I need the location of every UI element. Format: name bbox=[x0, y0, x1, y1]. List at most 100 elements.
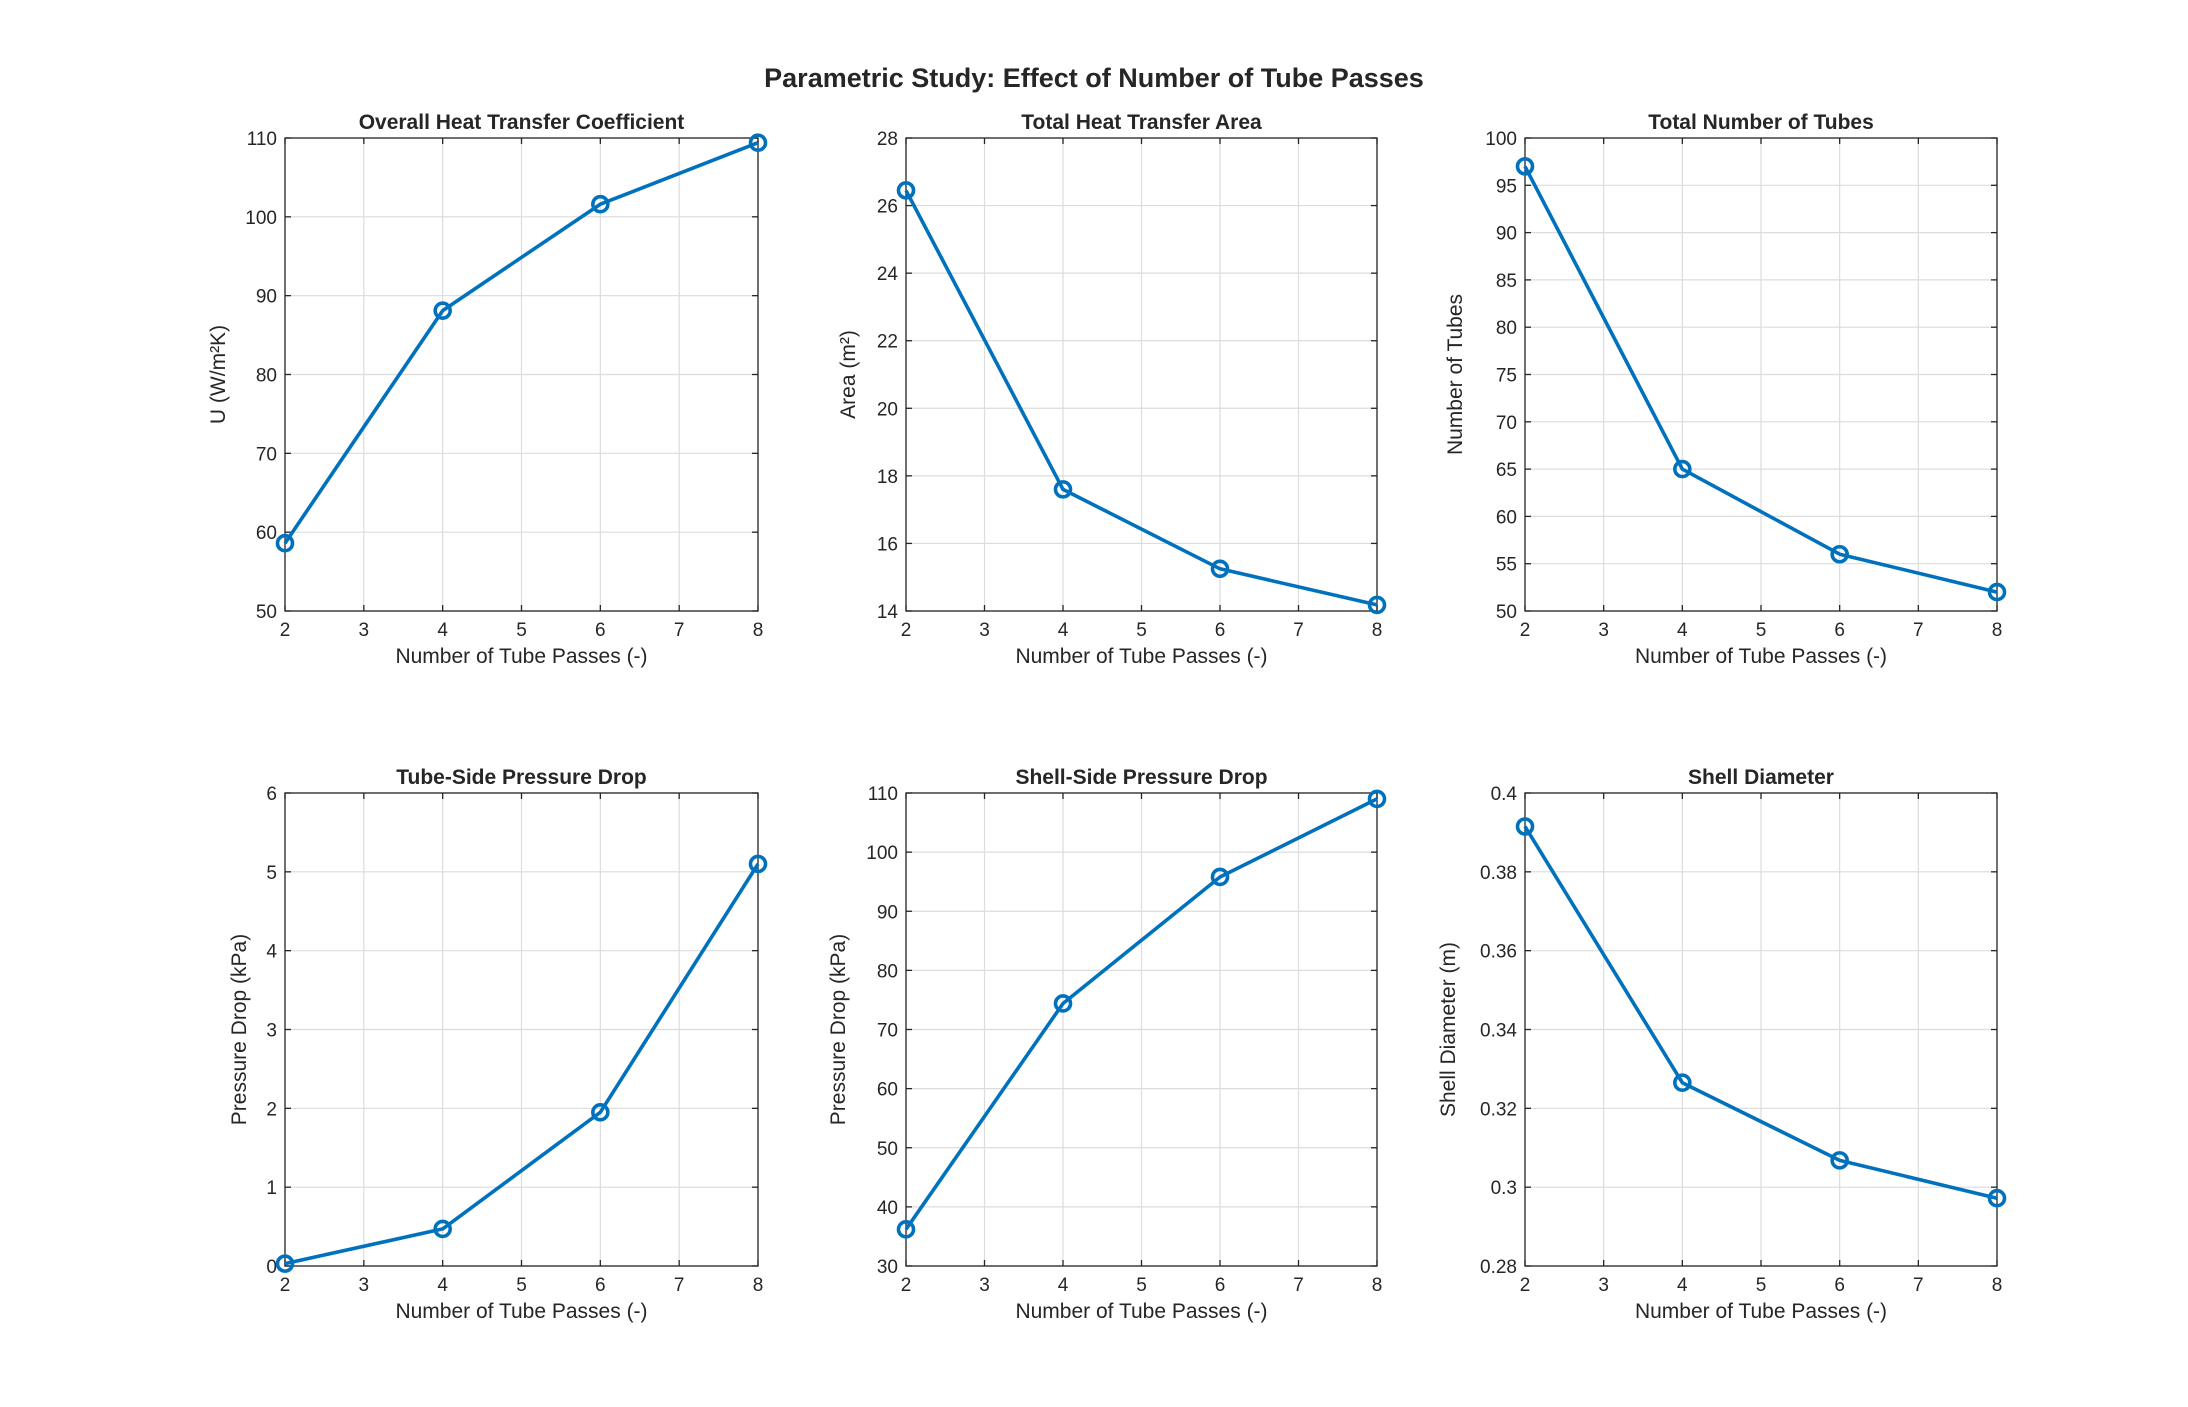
y-tick-label: 80 bbox=[1496, 318, 1517, 339]
y-tick-label: 20 bbox=[877, 399, 898, 420]
y-tick-label: 80 bbox=[877, 961, 898, 982]
subplot-5: Shell-Side Pressure Drop Number of Tube … bbox=[827, 766, 1387, 1323]
series-line bbox=[283, 141, 759, 545]
subplot-title: Tube-Side Pressure Drop bbox=[396, 766, 647, 789]
y-tick-label: 0.34 bbox=[1480, 1021, 1517, 1042]
y-tick-label: 2 bbox=[266, 1099, 277, 1120]
x-tick-label: 4 bbox=[1058, 1275, 1069, 1296]
y-tick-label: 90 bbox=[256, 287, 277, 308]
x-axis-label: Number of Tube Passes (-) bbox=[395, 645, 647, 668]
data-point-marker bbox=[1515, 157, 1535, 176]
x-tick-label: 6 bbox=[1215, 1275, 1226, 1296]
series-line bbox=[904, 189, 1378, 607]
x-tick-label: 7 bbox=[1293, 1275, 1304, 1296]
x-tick-label: 5 bbox=[1136, 620, 1147, 641]
y-tick-label: 100 bbox=[1485, 129, 1517, 150]
grid-lines bbox=[1524, 792, 1998, 1267]
y-tick-label: 16 bbox=[877, 534, 898, 555]
x-tick-label: 6 bbox=[1834, 1275, 1845, 1296]
data-point-marker bbox=[1673, 1073, 1692, 1093]
axes-frame bbox=[1524, 137, 1998, 612]
x-tick-label: 2 bbox=[1520, 620, 1531, 641]
x-tick-label: 6 bbox=[595, 620, 606, 641]
y-tick-label: 60 bbox=[1496, 507, 1517, 528]
x-tick-label: 2 bbox=[901, 1275, 912, 1296]
y-tick-label: 90 bbox=[877, 902, 898, 923]
y-tick-label: 90 bbox=[1496, 224, 1517, 245]
grid-lines bbox=[284, 137, 759, 612]
y-tick-label: 0 bbox=[266, 1257, 277, 1278]
data-point-marker bbox=[433, 301, 452, 320]
x-tick-label: 2 bbox=[280, 1275, 291, 1296]
figure-title: Parametric Study: Effect of Number of Tu… bbox=[764, 63, 1424, 93]
x-tick-label: 8 bbox=[753, 620, 764, 641]
y-tick-label: 30 bbox=[877, 1257, 898, 1278]
subplot-3: Total Number of Tubes Number of Tube Pas… bbox=[1444, 111, 2007, 668]
data-point-marker bbox=[1210, 867, 1230, 887]
y-tick-label: 70 bbox=[1496, 413, 1517, 434]
y-tick-label: 100 bbox=[245, 208, 277, 229]
y-tick-label: 100 bbox=[866, 843, 898, 864]
x-tick-label: 8 bbox=[1992, 1275, 2003, 1296]
y-tick-label: 0.36 bbox=[1480, 942, 1517, 963]
x-tick-label: 3 bbox=[979, 620, 990, 641]
x-tick-label: 5 bbox=[1756, 1275, 1767, 1296]
x-tick-label: 3 bbox=[1598, 1275, 1609, 1296]
y-axis-label: Pressure Drop (kPa) bbox=[228, 934, 251, 1125]
subplot-6: Shell Diameter Number of Tube Passes (-)… bbox=[1437, 766, 2007, 1323]
x-tick-label: 8 bbox=[753, 1275, 764, 1296]
y-tick-label: 60 bbox=[877, 1080, 898, 1101]
x-tick-label: 5 bbox=[516, 1275, 527, 1296]
y-tick-label: 0.4 bbox=[1491, 784, 1518, 805]
y-tick-label: 85 bbox=[1496, 271, 1517, 292]
y-tick-label: 65 bbox=[1496, 460, 1517, 481]
axes-frame bbox=[1524, 792, 1998, 1267]
x-tick-label: 4 bbox=[1058, 620, 1069, 641]
series-line bbox=[904, 797, 1378, 1231]
y-tick-label: 0.38 bbox=[1480, 863, 1517, 884]
data-point-marker bbox=[896, 1220, 916, 1239]
x-tick-label: 4 bbox=[1677, 620, 1688, 641]
grid-lines bbox=[284, 792, 759, 1267]
x-axis-label: Number of Tube Passes (-) bbox=[1015, 645, 1267, 668]
x-tick-label: 4 bbox=[437, 620, 448, 641]
y-tick-label: 28 bbox=[877, 129, 898, 150]
y-tick-label: 95 bbox=[1496, 176, 1517, 197]
grid-lines bbox=[1524, 137, 1998, 612]
data-point-marker bbox=[1053, 480, 1073, 499]
x-tick-label: 7 bbox=[674, 1275, 685, 1296]
subplot-title: Total Number of Tubes bbox=[1648, 111, 1874, 134]
y-tick-label: 40 bbox=[877, 1198, 898, 1219]
x-tick-label: 3 bbox=[359, 1275, 370, 1296]
x-tick-label: 4 bbox=[1677, 1275, 1688, 1296]
axes-frame bbox=[905, 137, 1378, 612]
x-axis-label: Number of Tube Passes (-) bbox=[1635, 645, 1887, 668]
y-tick-label: 18 bbox=[877, 467, 898, 488]
x-tick-label: 7 bbox=[1293, 620, 1304, 641]
data-point-marker bbox=[591, 1102, 610, 1122]
series-line bbox=[1523, 165, 1998, 594]
y-tick-label: 5 bbox=[266, 863, 277, 884]
y-axis-label: Shell Diameter (m) bbox=[1437, 942, 1460, 1117]
y-tick-label: 14 bbox=[877, 602, 899, 623]
y-tick-label: 50 bbox=[877, 1139, 898, 1160]
x-tick-label: 5 bbox=[1756, 620, 1767, 641]
subplot-1: Overall Heat Transfer Coefficient Number… bbox=[207, 111, 768, 668]
y-tick-label: 24 bbox=[877, 264, 899, 285]
y-axis-label: Area (m²) bbox=[837, 330, 860, 419]
x-tick-label: 4 bbox=[437, 1275, 448, 1296]
subplot-2: Total Heat Transfer Area Number of Tube … bbox=[837, 111, 1387, 668]
x-tick-label: 5 bbox=[1136, 1275, 1147, 1296]
x-axis-label: Number of Tube Passes (-) bbox=[395, 1300, 647, 1323]
x-tick-label: 3 bbox=[1598, 620, 1609, 641]
data-point-marker bbox=[1830, 544, 1849, 564]
y-tick-label: 70 bbox=[877, 1021, 898, 1042]
data-point-marker bbox=[1367, 595, 1387, 615]
x-tick-label: 5 bbox=[516, 620, 527, 641]
x-tick-label: 8 bbox=[1992, 620, 2003, 641]
axes-frame bbox=[905, 792, 1378, 1267]
y-tick-label: 80 bbox=[256, 366, 277, 387]
x-tick-label: 6 bbox=[1215, 620, 1226, 641]
data-point-marker bbox=[433, 1219, 452, 1239]
subplot-title: Total Heat Transfer Area bbox=[1021, 111, 1262, 134]
